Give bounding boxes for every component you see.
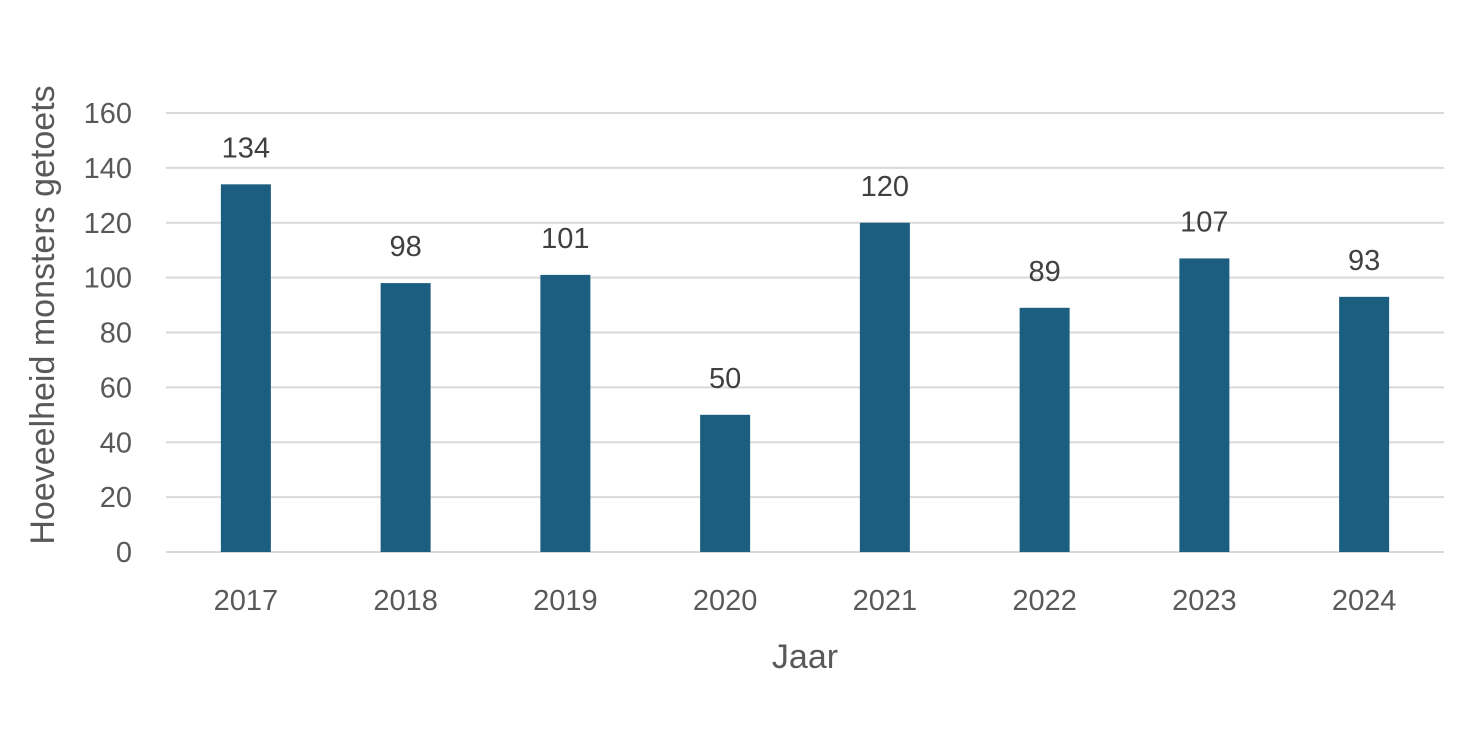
bar-2023 bbox=[1179, 258, 1230, 552]
y-axis-title: Hoeveelheid monsters getoets bbox=[24, 85, 62, 544]
x-tick-label: 2020 bbox=[693, 585, 758, 617]
y-tick-label: 140 bbox=[84, 153, 132, 185]
y-axis-ticks: 0 20 40 60 80 100 120 140 160 bbox=[84, 98, 132, 569]
bar-2018 bbox=[380, 283, 431, 552]
x-tick-label: 2024 bbox=[1332, 585, 1397, 617]
bar-2022 bbox=[1019, 307, 1070, 552]
bar-2019 bbox=[540, 274, 591, 552]
bar-2020 bbox=[700, 414, 751, 552]
x-tick-label: 2018 bbox=[373, 585, 438, 617]
y-tick-label: 40 bbox=[100, 427, 132, 459]
y-tick-label: 100 bbox=[84, 263, 132, 295]
data-label: 101 bbox=[541, 223, 589, 255]
data-label: 107 bbox=[1180, 206, 1228, 238]
data-label: 120 bbox=[861, 171, 909, 203]
y-tick-label: 60 bbox=[100, 372, 132, 404]
x-tick-label: 2019 bbox=[533, 585, 598, 617]
y-tick-label: 120 bbox=[84, 208, 132, 240]
bar-2021 bbox=[859, 222, 910, 552]
y-tick-label: 20 bbox=[100, 482, 132, 514]
bar-2024 bbox=[1339, 296, 1390, 552]
data-label: 134 bbox=[222, 132, 270, 164]
x-tick-label: 2023 bbox=[1172, 585, 1237, 617]
x-axis-title: Jaar bbox=[772, 638, 838, 676]
data-label: 50 bbox=[709, 363, 741, 395]
y-tick-label: 80 bbox=[100, 318, 132, 350]
bar-2017 bbox=[220, 184, 271, 552]
x-tick-label: 2017 bbox=[214, 585, 279, 617]
x-tick-label: 2022 bbox=[1012, 585, 1077, 617]
y-tick-label: 0 bbox=[116, 537, 132, 569]
bars bbox=[220, 184, 1390, 552]
x-tick-label: 2021 bbox=[853, 585, 918, 617]
data-label: 98 bbox=[389, 231, 421, 263]
data-label: 89 bbox=[1028, 256, 1060, 288]
gridlines bbox=[166, 112, 1444, 553]
data-labels: 134 98 101 50 120 89 107 93 bbox=[222, 132, 1381, 394]
y-tick-label: 160 bbox=[84, 98, 132, 130]
x-axis-ticks: 2017 2018 2019 2020 2021 2022 2023 2024 bbox=[214, 585, 1397, 617]
data-label: 93 bbox=[1348, 245, 1380, 277]
